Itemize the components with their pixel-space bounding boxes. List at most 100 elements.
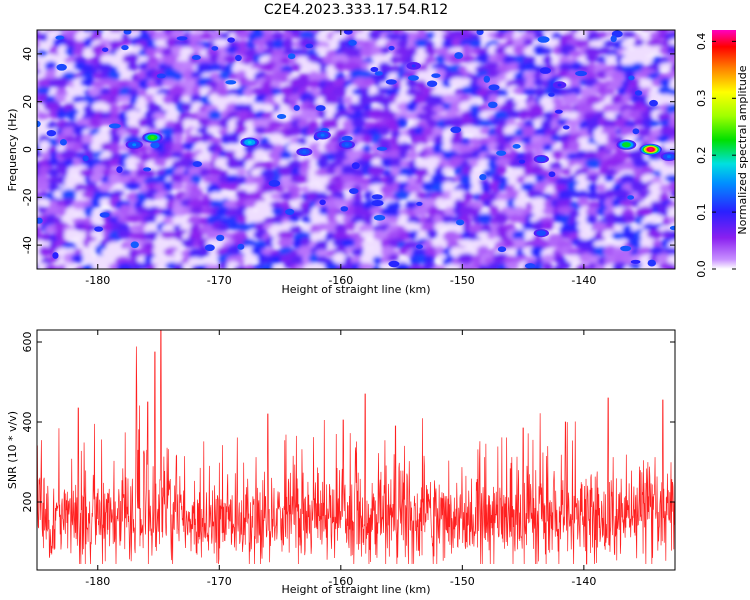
spectrogram-image <box>37 30 675 269</box>
noise-blob <box>462 192 474 201</box>
noise-blob <box>623 214 636 224</box>
noise-blob <box>539 67 551 74</box>
noise-blob <box>621 39 637 49</box>
noise-blob <box>619 173 636 185</box>
noise-blob <box>237 243 245 250</box>
noise-blob <box>283 30 295 41</box>
noise-blob <box>620 245 632 252</box>
noise-blob <box>244 208 256 217</box>
noise-blob <box>37 217 43 224</box>
noise-blob <box>632 128 640 135</box>
noise-blob <box>468 223 485 235</box>
noise-blob <box>573 31 591 40</box>
noise-blob <box>605 55 619 65</box>
noise-blob <box>471 254 482 266</box>
spectrogram-panel: -180 -170 -160 -150 -140 -40 -20 0 20 40 Height … <box>6 29 676 296</box>
noise-blob <box>316 157 329 169</box>
noise-blob <box>413 205 429 217</box>
noise-blob <box>387 216 400 224</box>
noise-blob <box>577 136 592 144</box>
noise-blob <box>218 71 232 80</box>
noise-blob <box>223 182 242 191</box>
noise-blob <box>432 265 449 269</box>
noise-blob <box>463 125 476 136</box>
noise-blob <box>666 44 675 57</box>
noise-blob <box>151 255 167 266</box>
noise-blob <box>299 30 315 40</box>
noise-blob <box>236 205 248 218</box>
noise-blob <box>332 85 347 98</box>
noise-blob <box>388 45 395 51</box>
noise-blob <box>125 156 140 169</box>
noise-blob <box>357 263 375 269</box>
noise-blob <box>171 151 184 159</box>
noise-blob <box>433 214 444 225</box>
noise-blob <box>378 61 392 74</box>
noise-blob <box>176 36 188 41</box>
noise-blob <box>455 219 465 226</box>
noise-blob <box>235 98 247 106</box>
noise-blob <box>668 117 675 129</box>
noise-blob <box>513 79 528 89</box>
noise-blob <box>153 30 169 42</box>
noise-blob <box>268 180 281 187</box>
snr-x-tick-label: -180 <box>85 575 110 588</box>
noise-blob <box>386 207 401 219</box>
noise-blob <box>397 142 412 152</box>
noise-blob <box>74 176 86 184</box>
noise-blob <box>565 119 582 127</box>
noise-blob <box>43 101 61 112</box>
noise-blob <box>109 86 122 97</box>
noise-blob <box>343 30 353 35</box>
noise-blob <box>351 248 365 257</box>
noise-blob <box>80 78 96 87</box>
noise-blob <box>530 197 548 209</box>
noise-blob <box>343 95 355 105</box>
noise-blob <box>460 166 474 177</box>
noise-blob <box>424 55 436 65</box>
noise-blob <box>168 85 187 97</box>
hotspot-core <box>247 140 252 144</box>
noise-blob <box>584 158 603 169</box>
noise-blob <box>207 137 223 145</box>
noise-blob <box>236 40 251 50</box>
noise-blob <box>540 119 553 131</box>
noise-blob <box>426 80 438 88</box>
noise-blob <box>667 216 675 224</box>
noise-blob <box>191 85 203 96</box>
hotspot <box>296 147 313 157</box>
noise-blob <box>55 35 65 40</box>
noise-blob <box>665 104 675 115</box>
noise-blob <box>138 61 150 71</box>
noise-blob <box>349 103 367 112</box>
noise-blob <box>587 62 598 75</box>
noise-blob <box>495 143 507 153</box>
noise-blob <box>224 54 238 64</box>
noise-blob <box>216 223 230 232</box>
noise-blob <box>442 181 456 194</box>
noise-blob <box>61 242 79 250</box>
spectrogram-y-tick-label: 0 <box>21 146 34 153</box>
noise-blob <box>496 150 507 156</box>
noise-blob <box>263 142 276 153</box>
spectrogram-x-tick-label: -180 <box>85 274 110 287</box>
noise-blob <box>187 190 205 199</box>
noise-blob <box>596 183 607 193</box>
noise-blob <box>459 38 474 48</box>
noise-blob <box>270 254 284 265</box>
noise-blob <box>268 133 285 145</box>
noise-blob <box>236 215 249 223</box>
noise-blob <box>425 31 437 39</box>
noise-blob <box>630 180 647 193</box>
noise-blob <box>56 165 71 176</box>
noise-blob <box>191 54 201 61</box>
noise-blob <box>305 109 322 120</box>
noise-blob <box>495 157 511 167</box>
noise-blob <box>268 150 285 161</box>
noise-blob <box>159 127 177 136</box>
noise-blob <box>172 182 184 191</box>
noise-blob <box>274 30 279 31</box>
noise-blob <box>322 118 340 130</box>
noise-blob <box>98 182 115 192</box>
noise-blob <box>523 38 534 46</box>
